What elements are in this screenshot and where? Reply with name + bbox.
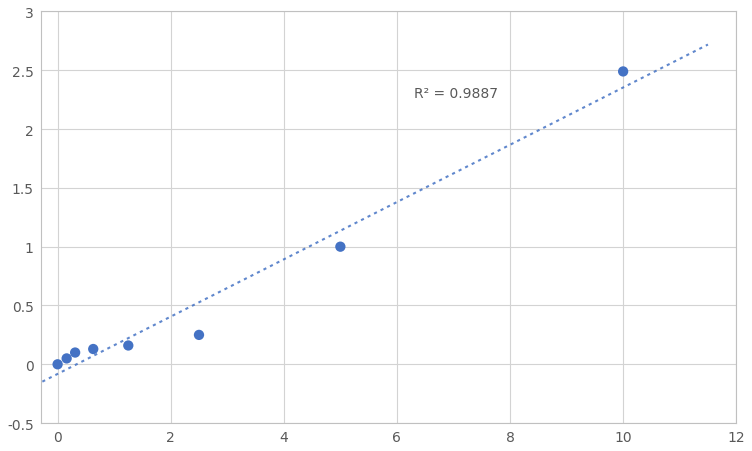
Point xyxy=(69,349,81,356)
Point xyxy=(123,342,135,350)
Point xyxy=(335,244,347,251)
Point xyxy=(87,345,99,353)
Point xyxy=(61,355,73,362)
Point xyxy=(617,69,629,76)
Point xyxy=(193,331,205,339)
Text: R² = 0.9887: R² = 0.9887 xyxy=(414,87,498,101)
Point xyxy=(52,361,64,368)
